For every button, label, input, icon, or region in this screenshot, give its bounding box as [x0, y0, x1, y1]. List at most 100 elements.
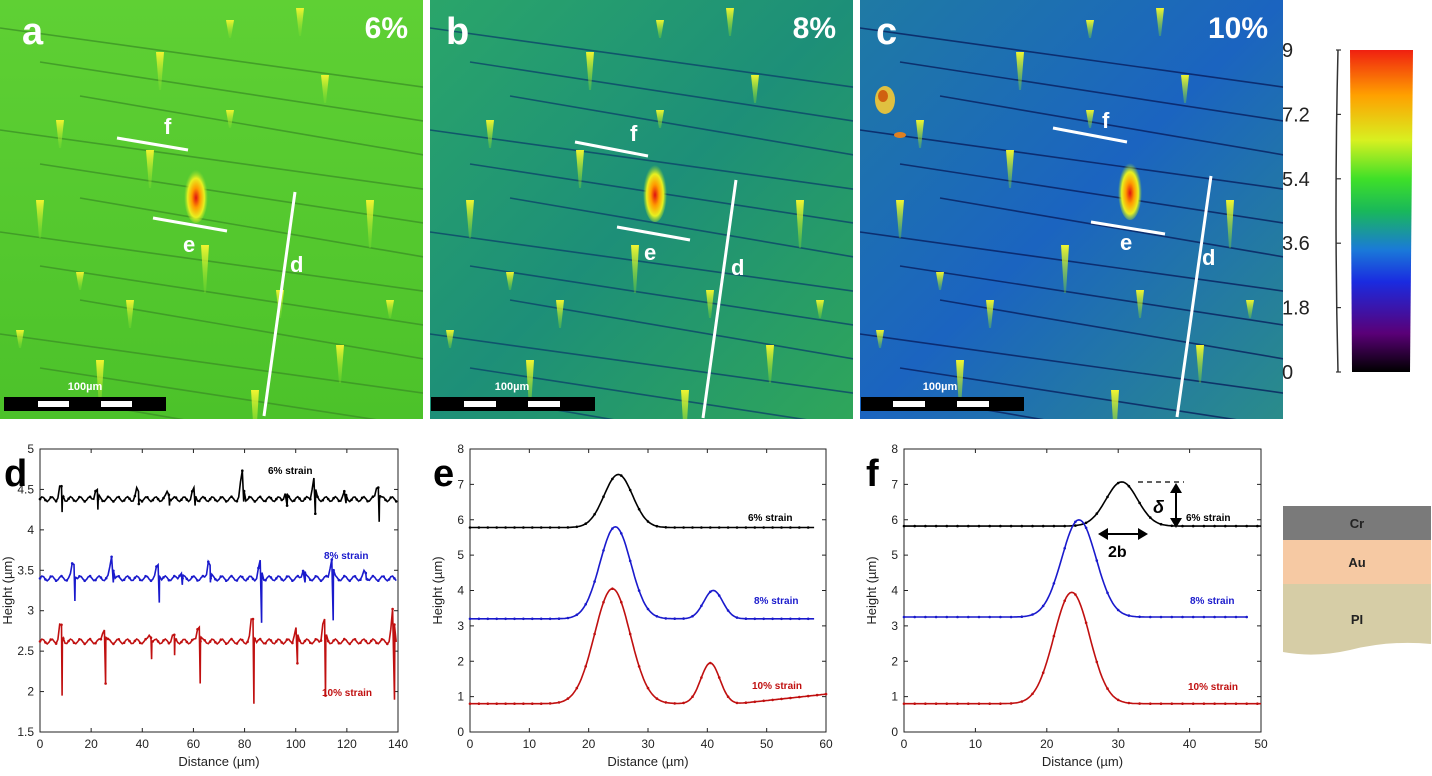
data-point: [88, 574, 92, 578]
data-point: [83, 579, 86, 583]
data-point: [235, 499, 239, 503]
data-point: [753, 617, 757, 621]
data-point: [1202, 702, 1206, 705]
line-label-e: e: [1120, 230, 1132, 255]
data-point: [94, 489, 97, 493]
data-point: [486, 617, 490, 621]
y-tick-label: 3.5: [17, 563, 34, 577]
crack-line: [0, 333, 423, 394]
data-point: [303, 571, 307, 574]
colorbar: 9 7.2 5.4 3.6 1.8 0: [1282, 40, 1413, 384]
data-point: [477, 526, 481, 529]
width-arrow-head-right: [1138, 528, 1148, 540]
data-point: [301, 569, 305, 573]
data-point: [1224, 702, 1227, 705]
strain-streak: [556, 300, 564, 328]
strain-streak: [446, 330, 454, 348]
data-point: [275, 577, 278, 580]
data-point: [602, 549, 605, 552]
crack-line: [509, 401, 614, 419]
line-label-e: e: [183, 232, 195, 257]
series-label: 8% strain: [754, 596, 798, 607]
data-point: [371, 574, 375, 578]
crack-line: [899, 367, 1237, 419]
data-point: [673, 526, 676, 529]
data-point: [1084, 621, 1088, 625]
data-point: [956, 524, 959, 528]
profile-line-e: [1090, 220, 1166, 236]
strain-streak: [816, 300, 824, 318]
data-point: [382, 575, 386, 578]
x-tick-label: 100: [286, 737, 306, 751]
crack-line: [899, 61, 1283, 122]
data-point: [364, 571, 368, 575]
crack-line: [860, 129, 1283, 190]
data-point: [292, 499, 296, 502]
width-arrow-head-left: [1098, 528, 1108, 540]
scale-bar: 100µm: [431, 381, 595, 411]
data-point: [655, 524, 659, 528]
data-point: [1052, 524, 1056, 528]
data-point: [504, 526, 507, 529]
strain-streak: [226, 20, 234, 38]
data-point: [287, 495, 291, 498]
strain-streak: [1061, 245, 1069, 293]
strain-streak: [656, 20, 664, 38]
scale-bar: 100µm: [4, 381, 166, 411]
data-point: [1224, 524, 1227, 528]
data-point: [324, 694, 327, 697]
data-point: [303, 639, 307, 643]
data-point: [78, 495, 81, 499]
data-point: [977, 702, 981, 705]
data-point: [1234, 615, 1238, 619]
data-point: [762, 699, 765, 703]
crack-line: [939, 401, 1044, 419]
layer-stack-diagram: Cr Au PI: [1283, 506, 1431, 655]
x-tick-label: 40: [1183, 737, 1197, 751]
data-point: [1106, 687, 1109, 690]
data-point: [337, 641, 341, 645]
data-point: [203, 496, 206, 500]
profile-line-d: [262, 191, 297, 417]
y-tick-label: 1: [891, 690, 898, 704]
y-tick-label: 4: [891, 584, 898, 598]
data-point: [753, 526, 757, 529]
chart-panel-e: 0 10 20 30 40 50 60 0 1 2 3 4 5 6 7 8 Distance (µm) Heigh…: [430, 442, 833, 769]
data-point: [628, 632, 632, 636]
y-tick-label: 5: [27, 442, 34, 456]
data-point: [602, 600, 605, 604]
peak-hotspot: [1118, 160, 1142, 220]
data-point: [190, 490, 194, 493]
x-tick-label: 60: [187, 737, 201, 751]
data-point: [38, 640, 42, 643]
series-label: 6% strain: [748, 513, 792, 524]
data-point: [1202, 615, 1206, 619]
data-point: [637, 589, 641, 592]
data-point: [780, 617, 783, 621]
data-point: [264, 642, 267, 645]
crack-line: [39, 61, 423, 122]
data-point: [60, 623, 63, 627]
profile-line-f: [1052, 126, 1128, 144]
data-point: [780, 526, 783, 529]
data-point: [726, 526, 730, 529]
data-point: [806, 694, 810, 698]
data-point: [230, 574, 233, 578]
colorbar-tick-label: 5.4: [1282, 169, 1310, 191]
data-point: [664, 701, 668, 704]
scale-bar-label: 100µm: [923, 381, 958, 393]
series-line-6-strain: [470, 473, 815, 529]
x-tick-label: 80: [238, 737, 252, 751]
data-point: [593, 580, 596, 583]
data-point: [602, 495, 605, 499]
x-tick-label: 140: [388, 737, 408, 751]
y-tick-label: 2: [891, 654, 898, 668]
y-axis-title: Height (µm): [864, 556, 879, 624]
data-point: [214, 641, 217, 644]
y-tick-label: 7: [891, 477, 898, 491]
data-point: [144, 637, 147, 641]
chart-panel-f: 0 10 20 30 40 50 0 1 2 3 4 5 6 7 8 Distance (µm) Height …: [864, 442, 1268, 769]
strain-streak: [201, 245, 209, 293]
data-point: [513, 526, 516, 529]
data-point: [332, 568, 335, 572]
